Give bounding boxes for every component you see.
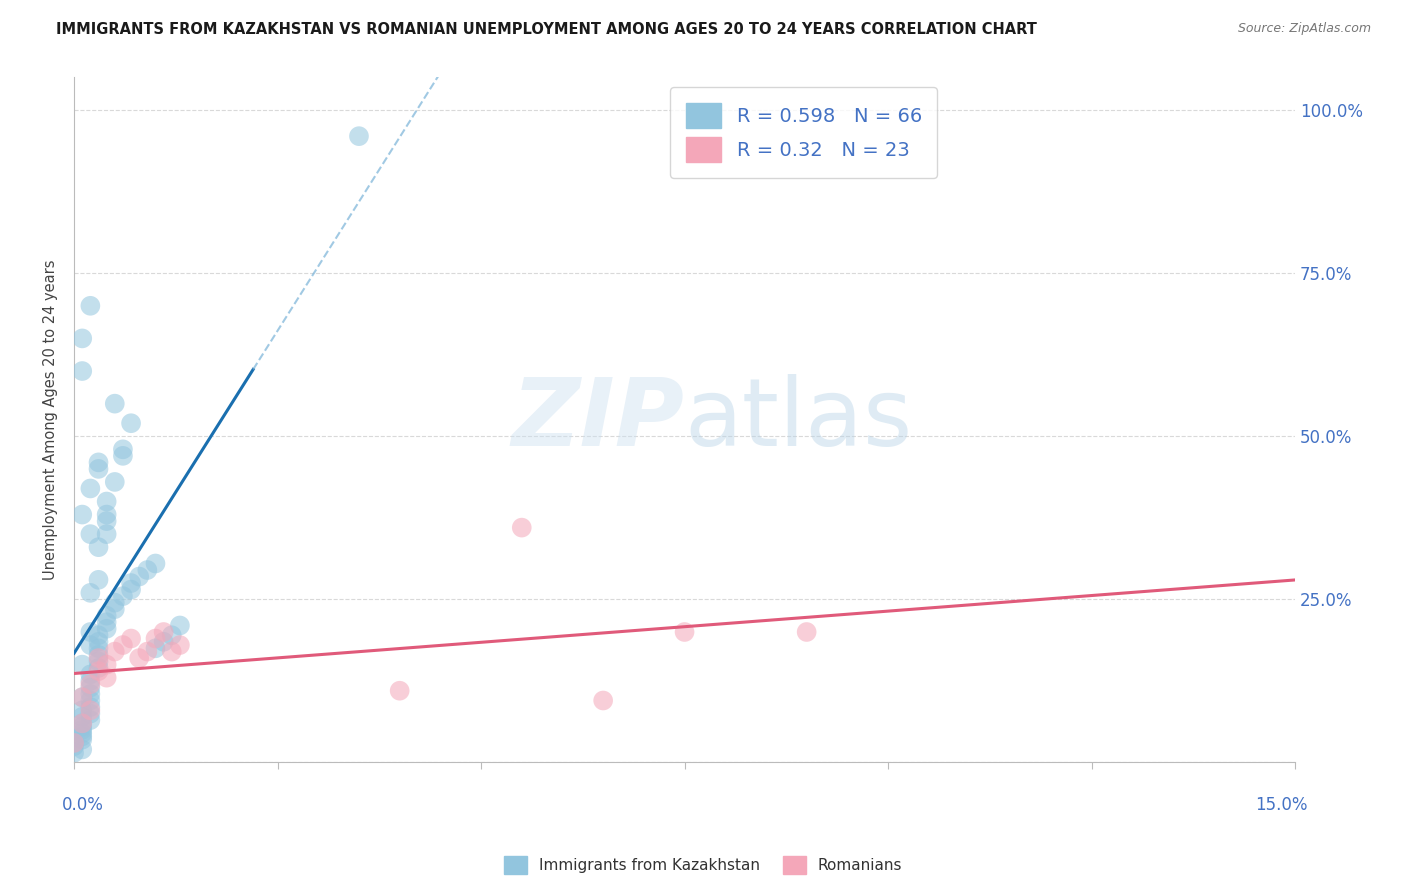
Point [87,664,110,678]
Point [70,657,93,672]
Point [169,638,191,652]
Point [79,687,101,701]
Point [70,690,93,705]
Point [79,706,101,721]
Point [136,563,159,577]
Point [70,742,93,756]
Point [87,634,110,648]
Point [70,723,93,737]
Point [70,690,93,705]
Point [70,720,93,734]
Point [120,582,142,597]
Point [87,651,110,665]
Point [96,527,118,541]
Point [63,736,86,750]
Point [79,703,101,717]
Point [87,654,110,668]
Point [70,730,93,744]
Point [70,710,93,724]
Point [145,641,167,656]
Point [104,596,127,610]
Point [70,716,93,731]
Point [160,644,183,658]
Point [152,625,174,640]
Point [79,625,101,640]
Point [128,651,150,665]
Point [104,475,127,489]
Point [87,540,110,554]
Text: IMMIGRANTS FROM KAZAKHSTAN VS ROMANIAN UNEMPLOYMENT AMONG AGES 20 TO 24 YEARS CO: IMMIGRANTS FROM KAZAKHSTAN VS ROMANIAN U… [56,22,1038,37]
Point [111,638,134,652]
Point [87,628,110,642]
Point [70,726,93,740]
Point [347,129,370,144]
Point [79,299,101,313]
Point [79,677,101,691]
Point [96,608,118,623]
Y-axis label: Unemployment Among Ages 20 to 24 years: Unemployment Among Ages 20 to 24 years [44,260,58,580]
Point [111,442,134,457]
Point [96,615,118,630]
Point [70,331,93,345]
Point [63,739,86,754]
Point [96,657,118,672]
Point [592,693,614,707]
Point [673,625,696,640]
Point [63,736,86,750]
Point [79,667,101,681]
Point [104,602,127,616]
Point [87,661,110,675]
Point [128,569,150,583]
Point [145,632,167,646]
Text: ZIP: ZIP [512,374,685,466]
Point [79,527,101,541]
Point [120,632,142,646]
Point [79,638,101,652]
Point [96,494,118,508]
Point [104,397,127,411]
Point [388,683,411,698]
Point [169,618,191,632]
Text: Source: ZipAtlas.com: Source: ZipAtlas.com [1237,22,1371,36]
Point [70,508,93,522]
Point [145,557,167,571]
Point [70,364,93,378]
Point [70,703,93,717]
Point [87,462,110,476]
Point [70,732,93,747]
Point [87,573,110,587]
Point [63,746,86,760]
Point [70,716,93,731]
Point [79,681,101,695]
Point [79,482,101,496]
Point [96,622,118,636]
Point [79,700,101,714]
Point [96,671,118,685]
Point [96,514,118,528]
Point [152,634,174,648]
Point [510,520,533,534]
Point [79,586,101,600]
Legend: R = 0.598   N = 66, R = 0.32   N = 23: R = 0.598 N = 66, R = 0.32 N = 23 [671,87,938,178]
Text: 15.0%: 15.0% [1254,797,1308,814]
Point [96,508,118,522]
Point [79,693,101,707]
Text: 0.0%: 0.0% [62,797,104,814]
Point [120,576,142,591]
Text: atlas: atlas [685,374,912,466]
Point [796,625,818,640]
Point [87,648,110,662]
Point [79,673,101,688]
Point [111,449,134,463]
Legend: Immigrants from Kazakhstan, Romanians: Immigrants from Kazakhstan, Romanians [498,850,908,880]
Point [136,644,159,658]
Point [87,455,110,469]
Point [104,644,127,658]
Point [120,416,142,430]
Point [111,589,134,603]
Point [79,713,101,727]
Point [160,628,183,642]
Point [87,641,110,656]
